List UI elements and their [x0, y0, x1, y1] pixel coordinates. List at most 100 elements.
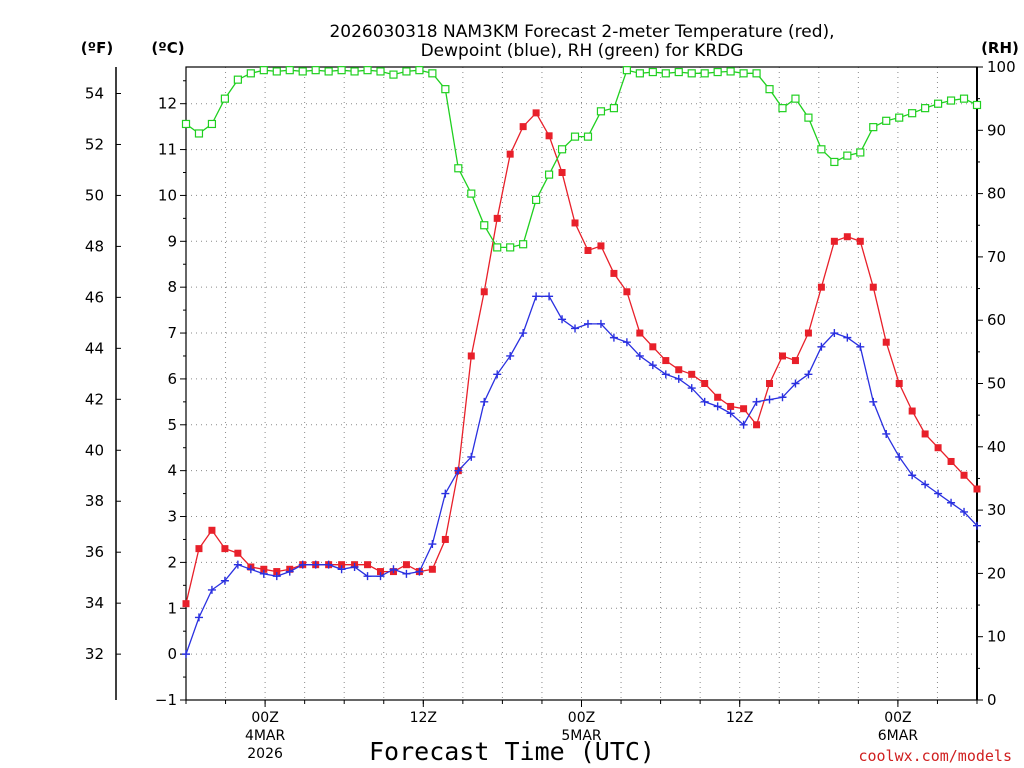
rh-point-53 — [869, 123, 878, 132]
dewpoint-point-51 — [843, 333, 852, 342]
celsius-tick-label-7: 6 — [167, 370, 177, 388]
dewpoint-point-45 — [765, 395, 774, 404]
temperature-point-7 — [273, 568, 281, 576]
temperature-point-33 — [610, 269, 618, 277]
temperature-point-22 — [467, 352, 475, 360]
dewpoint-point-3 — [220, 576, 229, 585]
temperature-point-45 — [766, 380, 774, 387]
dewpoint-point-1 — [194, 613, 203, 622]
temperature-point-30 — [571, 219, 579, 227]
rh-point-11 — [324, 67, 333, 76]
dewpoint-point-0 — [182, 650, 190, 659]
rh-point-54 — [882, 116, 891, 125]
dewpoint-point-40 — [700, 397, 709, 406]
x-tick-label-4: 00Z — [884, 710, 911, 726]
temperature-point-56 — [908, 407, 916, 415]
rh-point-33 — [609, 104, 619, 113]
celsius-tick-label-10: 9 — [167, 232, 177, 250]
x-tick-label-2: 00Z — [568, 710, 595, 726]
fahrenheit-tick-label-3: 38 — [85, 492, 104, 510]
fahrenheit-tick-label-11: 54 — [85, 85, 104, 103]
temperature-point-31 — [584, 246, 592, 254]
dewpoint-point-24 — [493, 370, 502, 379]
rh-point-17 — [402, 67, 411, 76]
celsius-tick-label-2: 1 — [167, 599, 177, 617]
rh-tick-label-0: 0 — [987, 691, 997, 709]
dewpoint-point-30 — [571, 324, 580, 333]
temperature-point-37 — [662, 357, 670, 365]
rh-axis-unit: (RH) — [981, 39, 1019, 57]
x-axis-label: Forecast Time (UTC) — [369, 737, 655, 766]
dewpoint-point-33 — [609, 333, 618, 342]
temperature-point-6 — [260, 565, 268, 573]
dewpoint-point-25 — [506, 351, 515, 360]
fahrenheit-tick-label-0: 32 — [85, 645, 104, 663]
rh-tick-label-6: 60 — [987, 311, 1006, 329]
temperature-point-55 — [895, 380, 903, 387]
rh-point-30 — [570, 132, 580, 141]
dewpoint-point-47 — [791, 379, 800, 388]
dewpoint-point-56 — [908, 471, 917, 480]
source-credit: coolwx.com/models — [858, 747, 1012, 765]
rh-point-8 — [285, 66, 294, 75]
rh-tick-label-3: 30 — [987, 501, 1006, 519]
dewpoint-point-46 — [778, 393, 787, 402]
temperature-point-36 — [649, 343, 657, 351]
temperature-point-60 — [960, 471, 968, 479]
temperature-point-61 — [973, 485, 981, 493]
temperature-point-51 — [843, 233, 851, 241]
rh-point-56 — [908, 109, 917, 118]
rh-tick-label-9: 90 — [987, 121, 1006, 139]
rh-point-6 — [259, 66, 268, 75]
dewpoint-point-43 — [739, 420, 748, 429]
rh-point-48 — [804, 113, 813, 122]
dewpoint-point-22 — [467, 452, 476, 461]
rh-point-46 — [778, 104, 787, 113]
rh-point-36 — [648, 67, 657, 77]
rh-point-15 — [376, 67, 385, 76]
dewpoint-point-2 — [207, 585, 216, 594]
temperature-point-4 — [234, 549, 242, 557]
dewpoint-point-19 — [428, 540, 437, 549]
series-line-dewpoint — [185, 295, 978, 655]
rh-point-41 — [713, 67, 722, 77]
temperature-point-48 — [804, 329, 812, 337]
temperature-point-24 — [493, 214, 501, 222]
rh-point-61 — [972, 100, 982, 110]
x-tick-year-0: 2026 — [247, 746, 283, 762]
x-tick-label-3: 12Z — [726, 710, 753, 726]
rh-point-4 — [233, 75, 242, 84]
temperature-point-23 — [480, 288, 488, 296]
temperature-point-15 — [377, 568, 385, 576]
dewpoint-point-59 — [947, 498, 956, 507]
rh-point-29 — [557, 145, 567, 154]
temperature-point-28 — [545, 132, 553, 140]
dewpoint-point-36 — [648, 361, 657, 370]
rh-point-37 — [661, 69, 670, 78]
x-tick-date-0: 4MAR — [245, 728, 286, 744]
dewpoint-point-9 — [298, 560, 307, 569]
rh-point-59 — [946, 96, 956, 105]
rh-point-60 — [959, 94, 969, 103]
temperature-point-25 — [506, 150, 514, 158]
rh-point-28 — [544, 170, 554, 179]
rh-point-16 — [389, 70, 398, 79]
dewpoint-point-32 — [596, 319, 605, 328]
x-tick-label-0: 00Z — [251, 710, 278, 726]
dewpoint-point-38 — [674, 374, 683, 383]
temperature-point-40 — [701, 380, 709, 387]
dewpoint-point-12 — [337, 565, 346, 574]
dewpoint-point-34 — [622, 338, 631, 347]
celsius-tick-label-3: 2 — [167, 553, 177, 571]
temperature-point-34 — [623, 288, 631, 296]
rh-point-31 — [583, 132, 593, 141]
dewpoint-point-29 — [558, 315, 567, 324]
temperature-point-57 — [921, 430, 929, 438]
temperature-point-59 — [947, 457, 955, 465]
rh-point-25 — [506, 243, 515, 252]
rh-point-43 — [739, 69, 748, 78]
temperature-point-38 — [675, 366, 683, 374]
celsius-tick-label-1: 0 — [167, 645, 177, 663]
temperature-point-17 — [402, 561, 410, 569]
